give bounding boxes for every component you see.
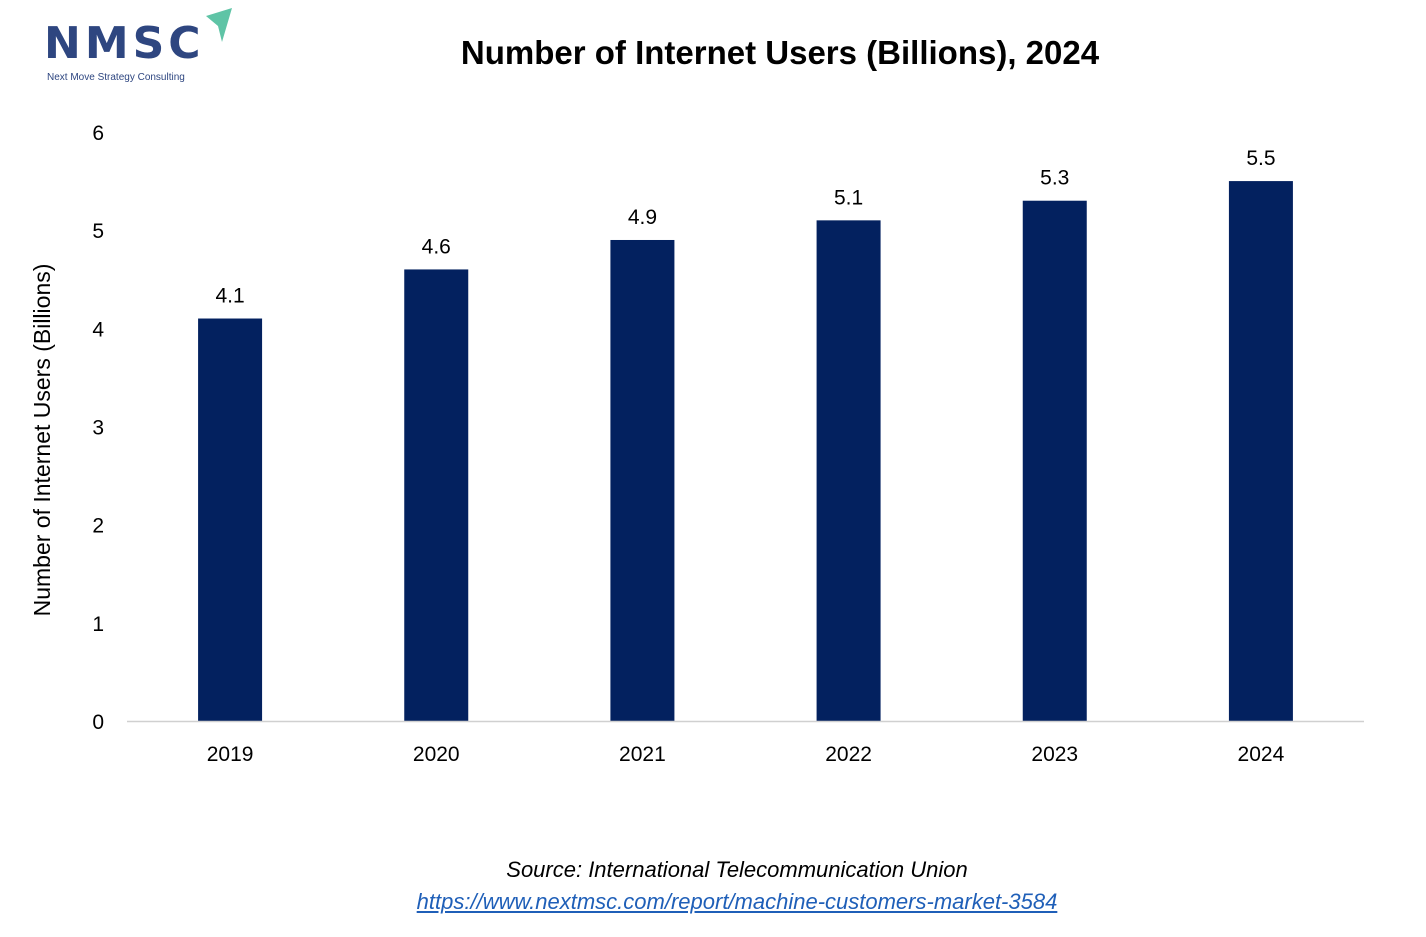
bar-2024 [1228, 181, 1293, 722]
brand-logo: NMSC Next Move Strategy Consulting [44, 8, 244, 88]
chart-title: Number of Internet Users (Billions), 202… [460, 34, 1100, 71]
x-tick-label: 2023 [1031, 743, 1078, 766]
bar-2023 [1022, 200, 1087, 721]
x-tick-label: 2021 [619, 743, 666, 766]
y-tick-label: 5 [92, 220, 104, 243]
bar-2019 [198, 318, 263, 721]
data-label: 5.3 [1040, 167, 1069, 190]
source-note: Source: International Telecommunication … [506, 857, 968, 882]
data-label: 4.1 [215, 285, 244, 308]
data-label: 4.6 [422, 235, 451, 258]
y-tick-label: 6 [92, 122, 104, 145]
x-tick-label: 2022 [825, 743, 872, 766]
y-tick-label: 4 [92, 318, 104, 341]
data-label: 5.1 [834, 186, 863, 209]
x-tick-label: 2024 [1238, 743, 1285, 766]
bar-2020 [404, 269, 469, 721]
x-tick-label: 2019 [207, 743, 254, 766]
bar-2021 [610, 239, 675, 721]
logo-wordmark: NMSC [44, 18, 205, 69]
y-tick-label: 0 [92, 711, 104, 734]
y-tick-label: 3 [92, 417, 104, 440]
logo-subtitle: Next Move Strategy Consulting [47, 72, 185, 83]
data-label: 4.9 [628, 206, 657, 229]
data-label: 5.5 [1246, 147, 1275, 170]
bar-2022 [816, 220, 881, 721]
y-tick-label: 1 [92, 613, 104, 636]
x-tick-label: 2020 [413, 743, 460, 766]
y-axis-label: Number of Internet Users (Billions) [29, 264, 55, 617]
report-link[interactable]: https://www.nextmsc.com/report/machine-c… [416, 889, 1058, 914]
logo-arrow-icon [206, 8, 232, 42]
y-tick-label: 2 [92, 515, 104, 538]
